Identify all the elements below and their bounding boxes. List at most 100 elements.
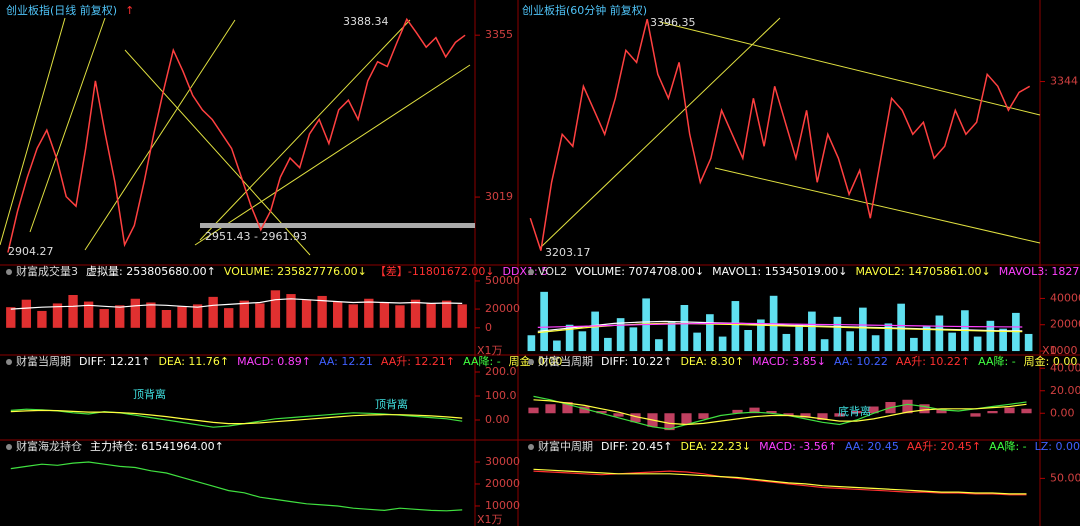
panel-header: DIFF: 20.45↑ [601, 440, 672, 453]
bar [441, 300, 452, 328]
axis-unit: X1万 [477, 344, 503, 357]
bar [948, 332, 956, 352]
bar [706, 314, 714, 352]
panel-header: MAVOL1: 15345019.00↓ [712, 265, 847, 278]
panel-header: 【差】-11801672.00↓ [375, 264, 495, 278]
series-line [10, 409, 463, 425]
y-tick-label: 3019 [485, 190, 513, 203]
panel-header: 创业板指(60分钟 前复权) [522, 3, 647, 17]
series-line [533, 395, 1027, 430]
y-tick-label: 40.00 [1050, 361, 1080, 374]
bar [553, 340, 561, 352]
panel-header: ↑ [125, 4, 134, 17]
y-tick-label: 10000 [485, 499, 520, 512]
bar [851, 411, 862, 414]
bar [655, 339, 663, 352]
bar [871, 335, 880, 352]
bar [800, 413, 811, 418]
panel-header: AA升: 20.45↑ [907, 440, 981, 453]
bar [718, 336, 727, 352]
price-label: 3396.35 [650, 16, 696, 29]
bar [224, 308, 234, 328]
series-line [10, 298, 463, 310]
bar [749, 407, 760, 414]
axis-unit: X1万 [477, 513, 503, 526]
y-tick-label: 3344 [1050, 75, 1078, 88]
bar [986, 320, 995, 352]
bar [834, 413, 845, 417]
panel-header: MACD: -3.56↑ [759, 440, 837, 453]
panel-header: VOL2 [538, 265, 567, 278]
bar [732, 409, 743, 414]
bar [936, 408, 947, 414]
price-label: 2951.43 - 2961.93 [205, 230, 307, 243]
bar [935, 315, 944, 352]
annotation: 顶背离 [133, 387, 166, 401]
bar [37, 310, 47, 328]
annotation: 底背离 [838, 404, 871, 418]
price-label: 2904.27 [8, 245, 54, 258]
bar [270, 290, 281, 328]
series-line [10, 461, 463, 512]
bar [99, 309, 109, 328]
bar [208, 296, 218, 328]
y-tick-label: 0 [485, 321, 492, 334]
panel-header: VOLUME: 235827776.00↓ [224, 265, 367, 278]
panel-header: DIFF: 12.21↑ [79, 355, 150, 368]
bar [987, 411, 998, 414]
bar [973, 336, 982, 352]
bar [591, 311, 599, 352]
panel-icon [6, 359, 12, 365]
bar [68, 295, 78, 328]
panel-icon [528, 444, 534, 450]
bar [161, 310, 172, 328]
axis-unit: X1000 [1042, 344, 1078, 357]
panel-header: AA降: - [463, 354, 501, 368]
bar [999, 328, 1007, 352]
bar [757, 319, 765, 352]
panel-header: AA升: 12.21↑ [381, 355, 455, 368]
panel-header: AA降: - [978, 354, 1016, 368]
bar [410, 299, 421, 328]
bar [596, 411, 607, 414]
y-tick-label: 50.00 [1050, 471, 1080, 484]
annotation: 顶背离 [375, 397, 408, 411]
bar [6, 307, 16, 328]
series-line [529, 19, 1031, 251]
bar [613, 413, 624, 417]
panel-header: 财富当周期 [16, 354, 71, 368]
panel-header: DEA: 22.23↓ [680, 440, 751, 453]
bar [21, 299, 32, 328]
bar [565, 324, 574, 352]
panel-header: 周金: 0.00 [1024, 354, 1078, 368]
panel-header: 财富当周期 [538, 354, 593, 368]
bar [902, 399, 913, 414]
bar [808, 311, 816, 352]
bar [192, 304, 203, 328]
panel-header: MACD: 3.85↓ [752, 355, 826, 368]
series-line [7, 17, 466, 253]
panel-header: 财富中周期 [538, 439, 593, 453]
panel-header: 周金: 0.00 [509, 354, 563, 368]
bar [667, 322, 676, 352]
trend-lines [0, 17, 1041, 256]
y-tick-label: 20000 [1050, 318, 1080, 331]
bar [820, 339, 829, 352]
bar [528, 407, 539, 414]
price-label: 3388.34 [343, 15, 389, 28]
panel-header: AA: 10.22 [834, 355, 888, 368]
bar [426, 303, 436, 328]
bar [395, 305, 405, 328]
bar [301, 299, 312, 328]
bar [255, 303, 265, 328]
bar [731, 301, 740, 352]
bar [910, 337, 918, 352]
panel-icon [528, 269, 534, 275]
bar [83, 301, 94, 328]
bar [578, 331, 587, 352]
bar [833, 316, 842, 352]
panel-header: DEA: 11.76↑ [158, 355, 229, 368]
panel-icon [6, 444, 12, 450]
bar [604, 337, 612, 352]
